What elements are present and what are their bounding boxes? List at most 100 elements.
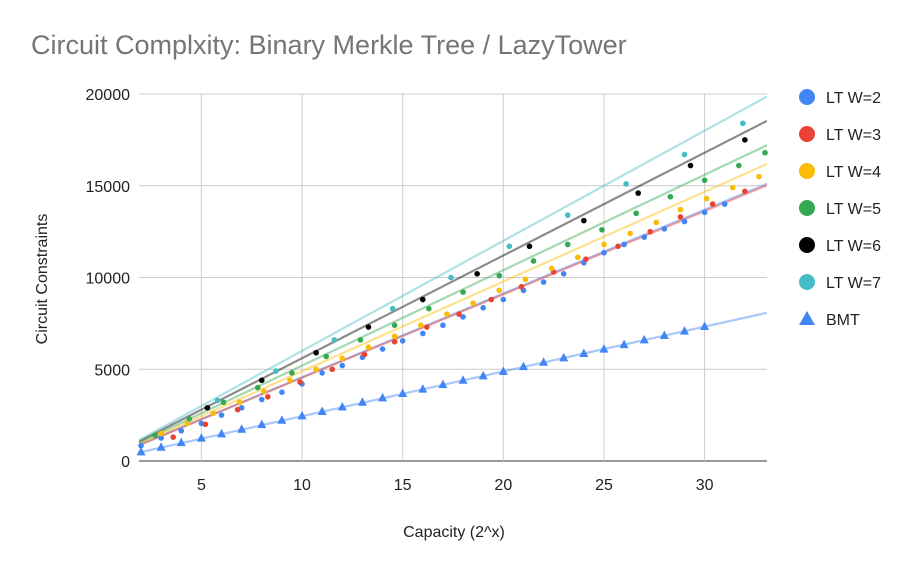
data-point: [701, 209, 708, 216]
trendline: [139, 95, 767, 442]
data-point: [214, 397, 221, 404]
data-point: [289, 370, 295, 376]
data-point: [297, 410, 307, 420]
y-tick-label: 20000: [86, 87, 131, 104]
y-tick-label: 15000: [86, 179, 131, 196]
legend-label: LT W=5: [826, 201, 881, 218]
data-point: [703, 195, 710, 202]
legend-label: LT W=4: [826, 164, 881, 181]
legend-marker: [799, 237, 815, 253]
trendline: [139, 162, 767, 445]
data-point: [319, 370, 325, 376]
data-point: [583, 256, 589, 262]
data-point: [331, 337, 338, 343]
data-point: [313, 349, 319, 356]
data-point: [659, 330, 669, 339]
data-point: [460, 314, 466, 320]
data-point: [709, 201, 716, 207]
data-point: [560, 271, 567, 277]
data-point: [448, 274, 454, 281]
data-point: [621, 241, 627, 248]
data-point: [579, 348, 589, 357]
data-point: [265, 393, 271, 400]
data-point: [627, 230, 633, 237]
data-point: [488, 296, 495, 303]
data-point: [391, 322, 398, 329]
data-point: [337, 402, 347, 411]
data-point: [260, 388, 267, 395]
data-point: [379, 346, 386, 352]
data-point: [204, 404, 211, 411]
y-axis-title: Circuit Constraints: [34, 214, 51, 345]
data-point: [740, 120, 746, 127]
data-point: [498, 366, 508, 375]
x-tick-label: 5: [197, 477, 206, 494]
data-point: [277, 415, 287, 424]
data-point: [186, 415, 193, 422]
data-point: [641, 234, 648, 240]
data-point: [389, 305, 396, 312]
data-point: [679, 326, 689, 335]
data-point: [218, 412, 225, 418]
data-point: [496, 272, 503, 279]
data-point: [458, 375, 468, 384]
data-point: [323, 353, 329, 360]
data-point: [633, 210, 639, 217]
data-point: [681, 151, 688, 158]
legend-label: LT W=6: [826, 238, 881, 255]
data-point: [236, 399, 243, 406]
data-point: [539, 357, 549, 366]
y-tick-label: 0: [121, 454, 130, 471]
data-point: [677, 206, 684, 213]
data-point: [287, 377, 293, 384]
data-point: [500, 296, 507, 303]
data-point: [257, 419, 267, 429]
data-point: [420, 330, 426, 337]
data-point: [297, 379, 303, 385]
legend-marker: [799, 126, 815, 142]
data-point: [478, 370, 488, 380]
data-point: [530, 258, 537, 264]
data-point: [736, 162, 742, 169]
data-point: [378, 392, 388, 402]
data-point: [417, 322, 424, 329]
x-axis-title: Capacity (2^x): [403, 524, 505, 541]
trendline: [139, 119, 767, 443]
legend-marker: [799, 274, 815, 290]
data-point: [339, 355, 346, 362]
data-point: [756, 173, 762, 180]
data-point: [460, 289, 466, 295]
y-tick-label: 5000: [94, 362, 130, 379]
data-point: [619, 339, 629, 349]
data-point: [700, 321, 710, 330]
data-point: [424, 324, 430, 330]
data-point: [564, 212, 571, 218]
data-point: [357, 397, 367, 406]
data-point: [357, 337, 364, 343]
legend-marker: [799, 311, 815, 325]
data-point: [258, 396, 265, 403]
data-point: [623, 181, 629, 187]
x-tick-label: 25: [595, 477, 613, 494]
data-point: [234, 406, 241, 413]
data-point: [564, 241, 571, 248]
data-point: [518, 283, 525, 290]
data-point: [418, 384, 428, 393]
data-point: [391, 333, 398, 340]
data-point: [526, 243, 533, 250]
data-point: [559, 352, 569, 362]
data-point: [615, 243, 621, 250]
data-point: [365, 344, 372, 351]
legend-label: LT W=7: [826, 275, 881, 292]
data-point: [548, 265, 555, 272]
data-point: [254, 384, 261, 391]
data-point: [329, 366, 336, 373]
trendlines: [139, 95, 767, 454]
data-point: [601, 249, 607, 256]
data-point: [391, 338, 398, 345]
legend-label: LT W=3: [826, 127, 881, 144]
data-point: [220, 399, 227, 406]
data-point: [647, 228, 654, 235]
data-point: [258, 377, 265, 384]
trendline: [139, 311, 767, 454]
